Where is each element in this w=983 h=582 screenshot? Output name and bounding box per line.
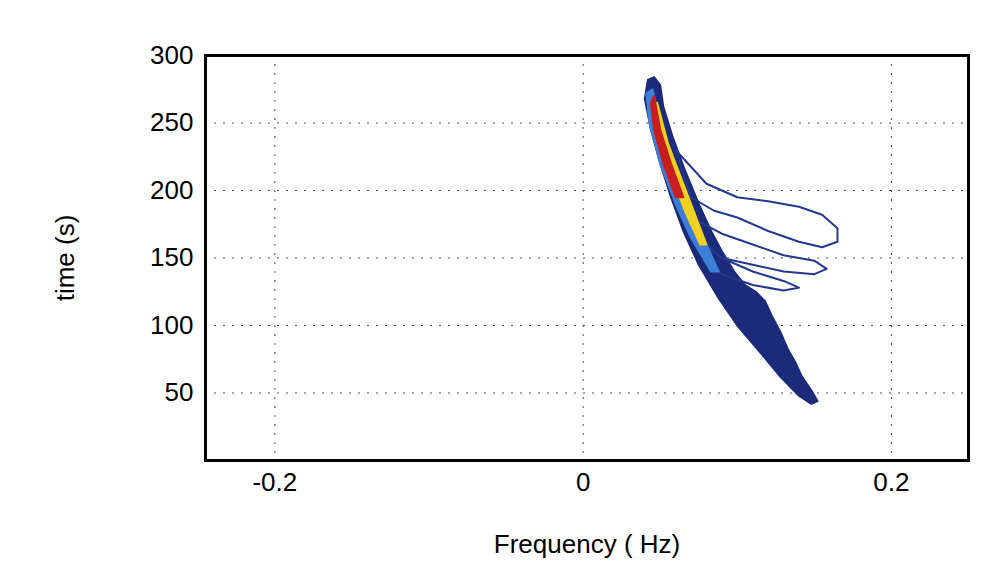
svg-text:-0.2: -0.2 <box>252 467 297 497</box>
svg-text:0: 0 <box>576 467 590 497</box>
svg-text:Frequency ( Hz): Frequency ( Hz) <box>494 529 680 559</box>
svg-text:300: 300 <box>150 40 193 70</box>
svg-text:200: 200 <box>150 175 193 205</box>
svg-text:time (s): time (s) <box>50 215 80 302</box>
svg-text:100: 100 <box>150 310 193 340</box>
svg-text:0.2: 0.2 <box>873 467 909 497</box>
svg-text:150: 150 <box>150 242 193 272</box>
svg-text:250: 250 <box>150 107 193 137</box>
svg-text:50: 50 <box>165 377 194 407</box>
